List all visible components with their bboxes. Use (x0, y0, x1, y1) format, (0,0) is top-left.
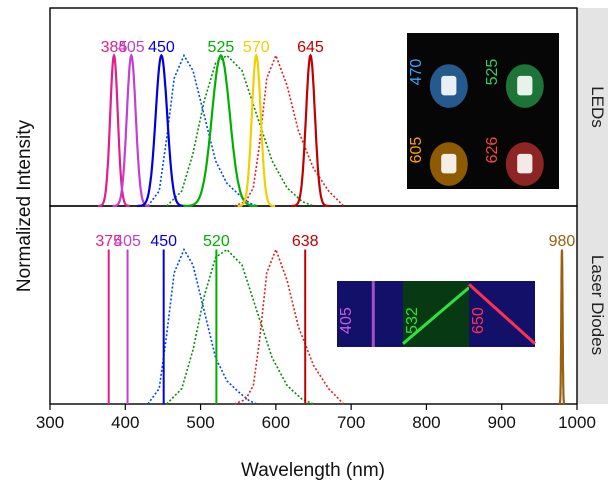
emitter-label-525: 525 (208, 39, 235, 56)
led-bulb (441, 75, 457, 96)
emitter-label-375: 375 (95, 233, 122, 250)
y-axis-label: Normalized Intensity (14, 119, 35, 292)
x-tick-label: 300 (36, 413, 64, 432)
emitter-label-638: 638 (292, 233, 319, 250)
panel-label-strip (577, 8, 608, 404)
led-bulb (517, 153, 533, 174)
x-axis: 300 400 500 600 700 800 900 1000 (36, 404, 596, 432)
emitter-label-450: 450 (148, 39, 175, 56)
x-tick-label: 400 (111, 413, 139, 432)
emitter-label-645: 645 (297, 39, 324, 56)
led-photo-label-626: 626 (484, 137, 501, 164)
x-axis-label: Wavelength (nm) (241, 460, 385, 481)
panel-label-laser: Laser Diodes (588, 255, 607, 355)
x-tick-label: 1000 (558, 413, 596, 432)
laser-photo-label-532: 532 (404, 307, 421, 334)
x-tick-label: 500 (186, 413, 214, 432)
emitter-label-570: 570 (243, 39, 270, 56)
led-photo-label-525: 525 (484, 59, 501, 86)
laser-photo-405 (337, 281, 403, 347)
photos-layer: 470 525 605 626 405 532 650 (337, 33, 559, 347)
led-bulb (441, 153, 457, 174)
emitter-label-385: 385 (101, 39, 128, 56)
emitter-label-520: 520 (203, 233, 230, 250)
led-photo-label-605: 605 (408, 137, 425, 164)
emitter-label-450: 450 (150, 233, 177, 250)
emitter-label-405: 405 (114, 233, 141, 250)
reference-curve-green-dotted (166, 248, 314, 405)
emitter-curve-980 (558, 249, 566, 405)
x-tick-label: 600 (262, 413, 290, 432)
emitter-curve-385 (97, 53, 130, 208)
emitter-curve-570 (237, 53, 276, 208)
emitter-curve-645 (291, 53, 330, 208)
emitter-label-980: 980 (549, 233, 576, 250)
curves-layer (97, 53, 566, 405)
x-tick-label: 700 (337, 413, 365, 432)
reference-curve-red-dotted (234, 247, 345, 405)
emitter-curve-405 (112, 53, 150, 208)
led-photo-label-470: 470 (408, 59, 425, 86)
laser-beam (467, 283, 537, 345)
emitter-curve-450 (137, 53, 186, 208)
panel-label-leds: LEDs (588, 86, 607, 128)
led-bulb (517, 75, 533, 96)
reference-curve-blue-dotted (147, 247, 258, 405)
x-tick-label: 800 (412, 413, 440, 432)
emitter-label-405: 405 (118, 39, 145, 56)
laser-beam (402, 286, 470, 345)
x-tick-label: 900 (488, 413, 516, 432)
laser-photo-label-650: 650 (470, 307, 487, 334)
panel-frame-laser (49, 205, 578, 405)
laser-photo-label-405: 405 (338, 307, 355, 334)
